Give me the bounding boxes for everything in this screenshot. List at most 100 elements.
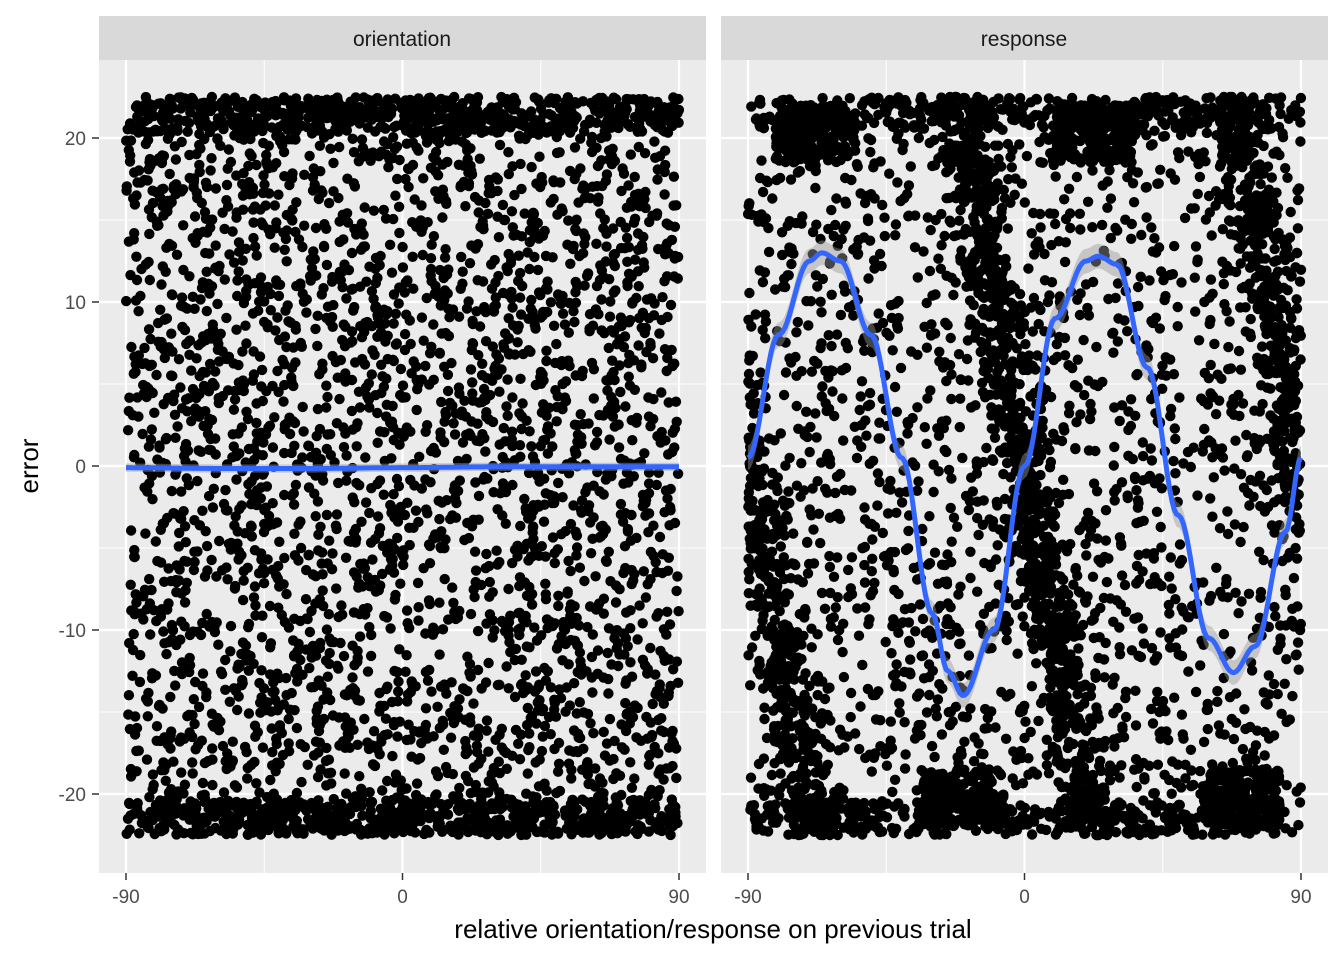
data-point bbox=[400, 666, 411, 677]
data-point bbox=[596, 294, 607, 305]
data-point bbox=[652, 174, 663, 185]
data-point bbox=[507, 302, 518, 313]
data-point bbox=[172, 826, 184, 838]
data-point bbox=[177, 664, 188, 675]
data-point bbox=[238, 168, 249, 179]
data-point bbox=[349, 301, 360, 313]
data-point bbox=[806, 642, 817, 653]
data-point bbox=[233, 554, 244, 565]
data-point bbox=[933, 253, 944, 264]
data-point bbox=[451, 497, 462, 509]
data-point bbox=[246, 802, 257, 813]
data-point bbox=[472, 731, 484, 742]
data-point bbox=[587, 320, 599, 331]
data-point bbox=[488, 762, 499, 774]
data-point bbox=[1281, 780, 1292, 791]
data-point bbox=[399, 427, 410, 438]
data-point bbox=[471, 306, 482, 317]
data-point bbox=[331, 115, 342, 127]
data-point bbox=[643, 488, 655, 499]
data-point bbox=[174, 564, 185, 575]
data-point bbox=[367, 147, 379, 158]
data-point bbox=[477, 358, 488, 369]
data-point bbox=[831, 193, 842, 204]
data-point bbox=[308, 681, 320, 693]
data-point bbox=[272, 365, 283, 377]
data-point bbox=[474, 153, 485, 164]
data-point bbox=[318, 240, 330, 252]
data-point bbox=[230, 580, 241, 592]
data-point bbox=[541, 785, 552, 796]
data-point bbox=[657, 292, 668, 303]
data-point bbox=[619, 331, 631, 342]
data-point bbox=[416, 200, 427, 211]
data-point bbox=[672, 571, 683, 582]
data-point bbox=[503, 332, 514, 344]
data-point bbox=[293, 555, 304, 566]
data-point bbox=[190, 808, 201, 820]
data-point bbox=[1269, 601, 1280, 613]
data-point bbox=[367, 345, 378, 356]
data-point bbox=[564, 165, 576, 177]
data-point bbox=[398, 559, 409, 571]
data-point bbox=[218, 787, 230, 798]
data-point bbox=[442, 288, 453, 299]
data-point bbox=[407, 159, 419, 171]
data-point bbox=[514, 292, 526, 303]
data-point bbox=[255, 697, 266, 708]
data-point bbox=[486, 799, 497, 810]
data-point bbox=[640, 498, 651, 509]
data-point bbox=[214, 535, 225, 547]
data-point bbox=[140, 138, 152, 150]
data-point bbox=[529, 805, 540, 816]
data-point bbox=[328, 157, 339, 169]
data-point bbox=[204, 358, 216, 370]
data-point bbox=[205, 165, 216, 176]
data-point bbox=[356, 134, 368, 145]
data-point bbox=[560, 526, 571, 537]
data-point bbox=[465, 364, 477, 375]
data-point bbox=[204, 825, 216, 837]
data-point bbox=[509, 189, 520, 201]
data-point bbox=[420, 360, 431, 372]
data-point bbox=[176, 513, 187, 524]
data-point bbox=[255, 493, 266, 504]
data-point bbox=[476, 396, 488, 408]
data-point bbox=[189, 718, 200, 730]
data-point bbox=[379, 427, 390, 438]
data-point bbox=[399, 344, 411, 356]
data-point bbox=[307, 185, 319, 196]
data-point bbox=[406, 823, 418, 834]
data-point bbox=[233, 237, 245, 248]
data-point bbox=[443, 135, 455, 147]
data-point bbox=[247, 308, 259, 319]
data-point bbox=[526, 161, 537, 173]
data-point bbox=[188, 564, 200, 576]
data-point bbox=[666, 728, 677, 739]
data-point bbox=[415, 807, 427, 818]
data-point bbox=[594, 818, 606, 829]
data-point bbox=[370, 586, 382, 597]
data-point bbox=[197, 113, 208, 125]
data-point bbox=[147, 769, 159, 780]
data-point bbox=[227, 822, 238, 833]
data-point bbox=[323, 197, 335, 209]
data-point bbox=[267, 746, 278, 758]
data-point bbox=[195, 629, 207, 641]
data-point bbox=[336, 805, 347, 816]
data-point bbox=[544, 811, 555, 822]
data-point bbox=[420, 628, 431, 639]
data-point bbox=[532, 705, 544, 716]
data-point bbox=[503, 168, 514, 180]
data-point bbox=[310, 598, 321, 609]
data-point bbox=[519, 493, 530, 505]
data-point bbox=[196, 735, 207, 746]
data-point bbox=[480, 446, 491, 457]
data-point bbox=[338, 650, 350, 662]
data-point bbox=[526, 511, 537, 522]
data-point bbox=[380, 713, 392, 724]
data-point bbox=[411, 778, 423, 789]
data-point bbox=[291, 722, 303, 734]
data-point bbox=[167, 370, 178, 382]
data-point bbox=[194, 389, 205, 400]
